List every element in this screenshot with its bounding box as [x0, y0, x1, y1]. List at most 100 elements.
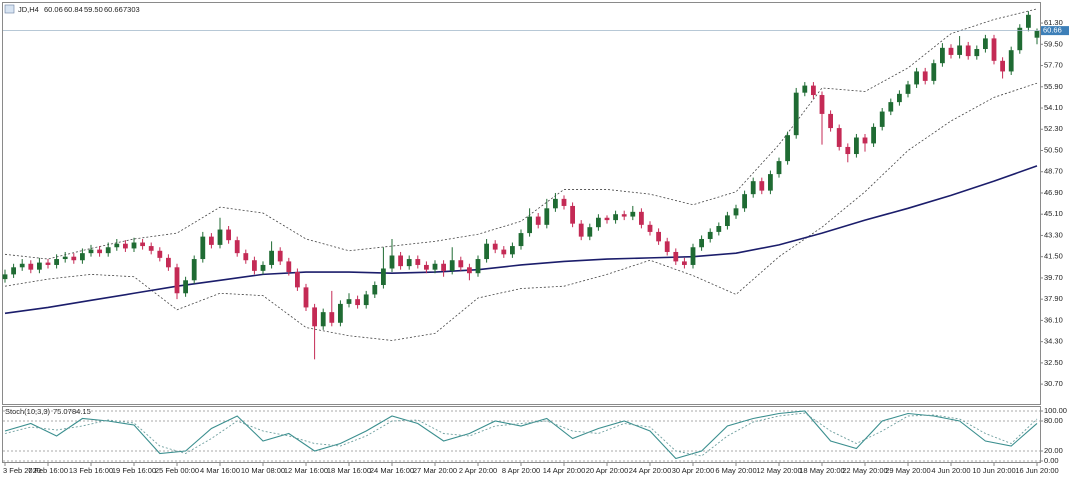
candle-body: [398, 255, 403, 267]
candle-body: [673, 251, 679, 262]
candle-body: [467, 267, 472, 274]
candle-body: [114, 243, 120, 248]
candle-body: [191, 259, 197, 281]
y-tick-label: 57.70: [1044, 61, 1063, 70]
y-tick-label: 36.10: [1044, 315, 1063, 324]
y-tick-label: 50.50: [1044, 145, 1063, 154]
y-tick-label: 41.50: [1044, 252, 1063, 261]
candle-body: [527, 216, 532, 234]
candle-body: [518, 233, 524, 247]
candle-body: [879, 111, 885, 127]
y-tick-label: 61.30: [1044, 18, 1063, 27]
volume: 7303: [123, 5, 140, 14]
candle-body: [785, 135, 790, 162]
high: 60.84: [64, 5, 83, 14]
candle-body: [269, 250, 274, 265]
x-tick-label: 25 Feb 00:00: [155, 466, 199, 475]
candle-body: [819, 95, 825, 114]
x-tick-label: 20 Apr 20:00: [586, 466, 629, 475]
x-tick-label: 29 May 20:00: [885, 466, 930, 475]
candle-body: [406, 259, 412, 267]
candle-body: [983, 38, 988, 50]
candle-body: [733, 208, 739, 216]
candle-body: [510, 246, 515, 255]
candle-body: [1034, 30, 1040, 38]
x-tick-label: 27 Mar 20:00: [413, 466, 457, 475]
candle-body: [750, 181, 756, 195]
candle-body: [621, 214, 627, 217]
candle-body: [174, 267, 180, 294]
candle-body: [355, 299, 360, 306]
candle-body: [148, 246, 154, 251]
x-tick-label: 19 Feb 16:00: [112, 466, 156, 475]
candle-body: [458, 260, 464, 268]
candle-body: [604, 217, 610, 221]
candle-body: [587, 227, 593, 237]
candle-body: [699, 238, 704, 248]
x-tick-label: 10 Mar 08:00: [241, 466, 285, 475]
candle-body: [664, 241, 670, 252]
candle-body: [19, 263, 25, 268]
candle-body: [372, 285, 378, 295]
candle-body: [37, 262, 42, 270]
candle-body: [346, 299, 352, 304]
candle-body: [11, 267, 16, 275]
candle-body: [613, 214, 618, 221]
candle-body: [888, 102, 894, 112]
x-tick-label: 12 Mar 16:00: [284, 466, 328, 475]
indicator-line: [4, 82, 1038, 341]
candle-body: [768, 174, 773, 191]
candle-body: [914, 71, 919, 85]
candle-body: [320, 312, 326, 327]
candle-body: [957, 45, 962, 55]
candle-body: [647, 224, 653, 232]
candle-body: [501, 249, 507, 255]
stoch-line: [4, 410, 1038, 460]
y-tick-label: 55.90: [1044, 82, 1063, 91]
y-tick-label: 34.30: [1044, 337, 1063, 346]
symbol: JD,H4: [18, 5, 39, 14]
candle-body: [535, 216, 541, 225]
candle-body: [80, 253, 85, 261]
y-tick-label: 39.70: [1044, 273, 1063, 282]
y-tick-label: 80.00: [1044, 416, 1063, 425]
candle-body: [166, 257, 171, 268]
candle-body: [725, 215, 730, 227]
candle-body: [209, 236, 214, 245]
candle-body: [441, 263, 446, 271]
candle-body: [948, 47, 954, 55]
candle-body: [596, 217, 601, 228]
candle-body: [105, 247, 111, 254]
stoch-panel: [2, 406, 1041, 463]
x-tick-label: 18 Mar 16:00: [327, 466, 371, 475]
candle-body: [922, 71, 928, 81]
candle-body: [260, 264, 266, 271]
candle-body: [544, 208, 550, 225]
candle-body: [277, 250, 283, 262]
candle-body: [845, 146, 851, 155]
candle-body: [940, 47, 945, 64]
candle-body: [931, 63, 937, 81]
candle-body: [905, 84, 911, 94]
x-tick-label: 22 May 20:00: [842, 466, 887, 475]
candle-body: [415, 259, 421, 265]
candle-body: [200, 236, 206, 260]
candle-body: [561, 198, 567, 206]
candle-body: [243, 253, 249, 261]
candle-body: [1000, 60, 1005, 72]
x-tick-label: 10 Jun 20:00: [972, 466, 1015, 475]
candle-body: [897, 93, 902, 103]
candle-body: [424, 264, 429, 270]
candle-body: [759, 181, 765, 191]
candle-body: [303, 287, 309, 308]
open: 60.06: [44, 5, 63, 14]
candle-body: [1008, 50, 1014, 72]
x-tick-label: 14 Apr 20:00: [543, 466, 586, 475]
y-tick-label: 52.30: [1044, 124, 1063, 133]
price-label-box: [1041, 26, 1069, 36]
candle-body: [553, 198, 558, 209]
x-tick-label: 24 Apr 20:00: [629, 466, 672, 475]
candle-body: [854, 137, 859, 155]
x-tick-label: 7 Feb 16:00: [28, 466, 68, 475]
